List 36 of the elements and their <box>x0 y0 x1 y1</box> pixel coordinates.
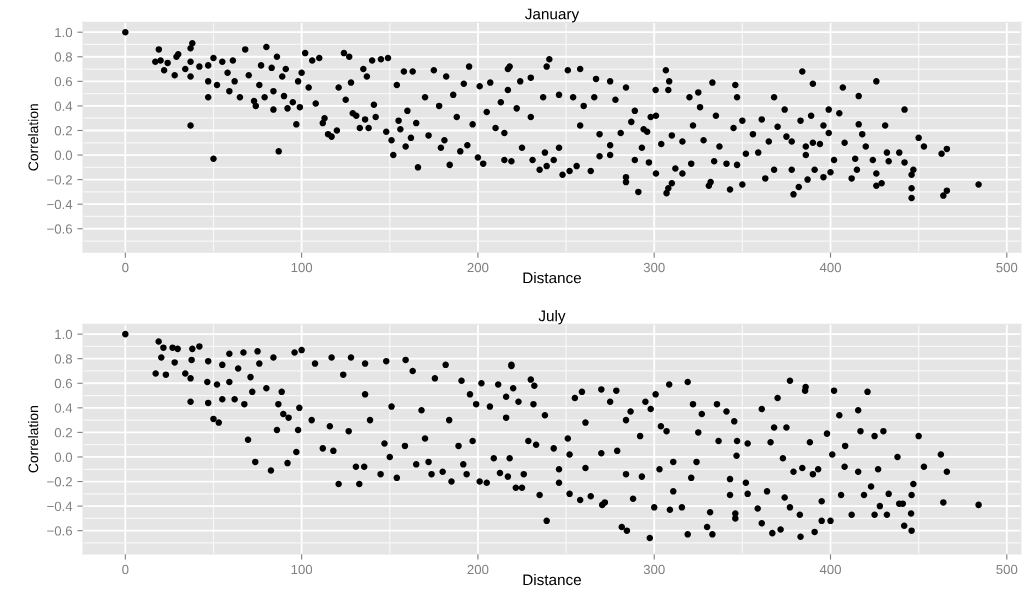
y-tick-label: −0.2 <box>47 477 72 487</box>
x-axis-title: Distance <box>523 573 581 586</box>
y-tick-label: 1.0 <box>55 27 73 38</box>
x-tick-label: 100 <box>291 262 313 273</box>
y-tick-label: 0.6 <box>54 378 73 389</box>
y-tick-label: 0.2 <box>54 427 72 438</box>
y-tick-label: −0.6 <box>47 526 73 536</box>
y-tick-label: 0.2 <box>54 126 72 136</box>
y-tick-label: 0.8 <box>54 52 73 62</box>
y-tick-label: 0.6 <box>54 76 73 87</box>
x-tick-label: 100 <box>291 564 313 575</box>
x-tick-label: 300 <box>643 262 665 273</box>
x-tick-label: 200 <box>467 564 489 575</box>
y-tick-label: −0.2 <box>47 175 72 185</box>
x-tick-label: 0 <box>122 262 129 273</box>
y-tick-label: 0.0 <box>54 452 73 462</box>
x-tick-label: 200 <box>467 262 489 273</box>
x-tick-label: 300 <box>643 564 665 575</box>
y-tick-label: 1.0 <box>55 329 73 340</box>
x-tick-label: 500 <box>996 564 1018 575</box>
x-tick-label: 400 <box>819 564 841 575</box>
y-tick-label: 0.4 <box>54 101 73 111</box>
y-tick-label: 0.8 <box>54 354 73 364</box>
x-tick-label: 500 <box>996 262 1018 273</box>
y-tick-label: −0.4 <box>47 199 73 210</box>
x-tick-label: 400 <box>819 262 841 273</box>
chart-title: July <box>538 310 566 325</box>
y-axis-title: Correlation <box>28 406 39 473</box>
y-tick-label: 0.0 <box>54 150 73 160</box>
chart-title: January <box>525 8 580 23</box>
x-axis-title: Distance <box>523 272 581 284</box>
y-tick-label: −0.6 <box>47 224 73 234</box>
y-tick-label: 0.4 <box>54 403 73 413</box>
y-tick-label: −0.4 <box>47 501 73 512</box>
x-tick-label: 0 <box>122 564 129 575</box>
y-axis-title: Correlation <box>28 104 39 171</box>
